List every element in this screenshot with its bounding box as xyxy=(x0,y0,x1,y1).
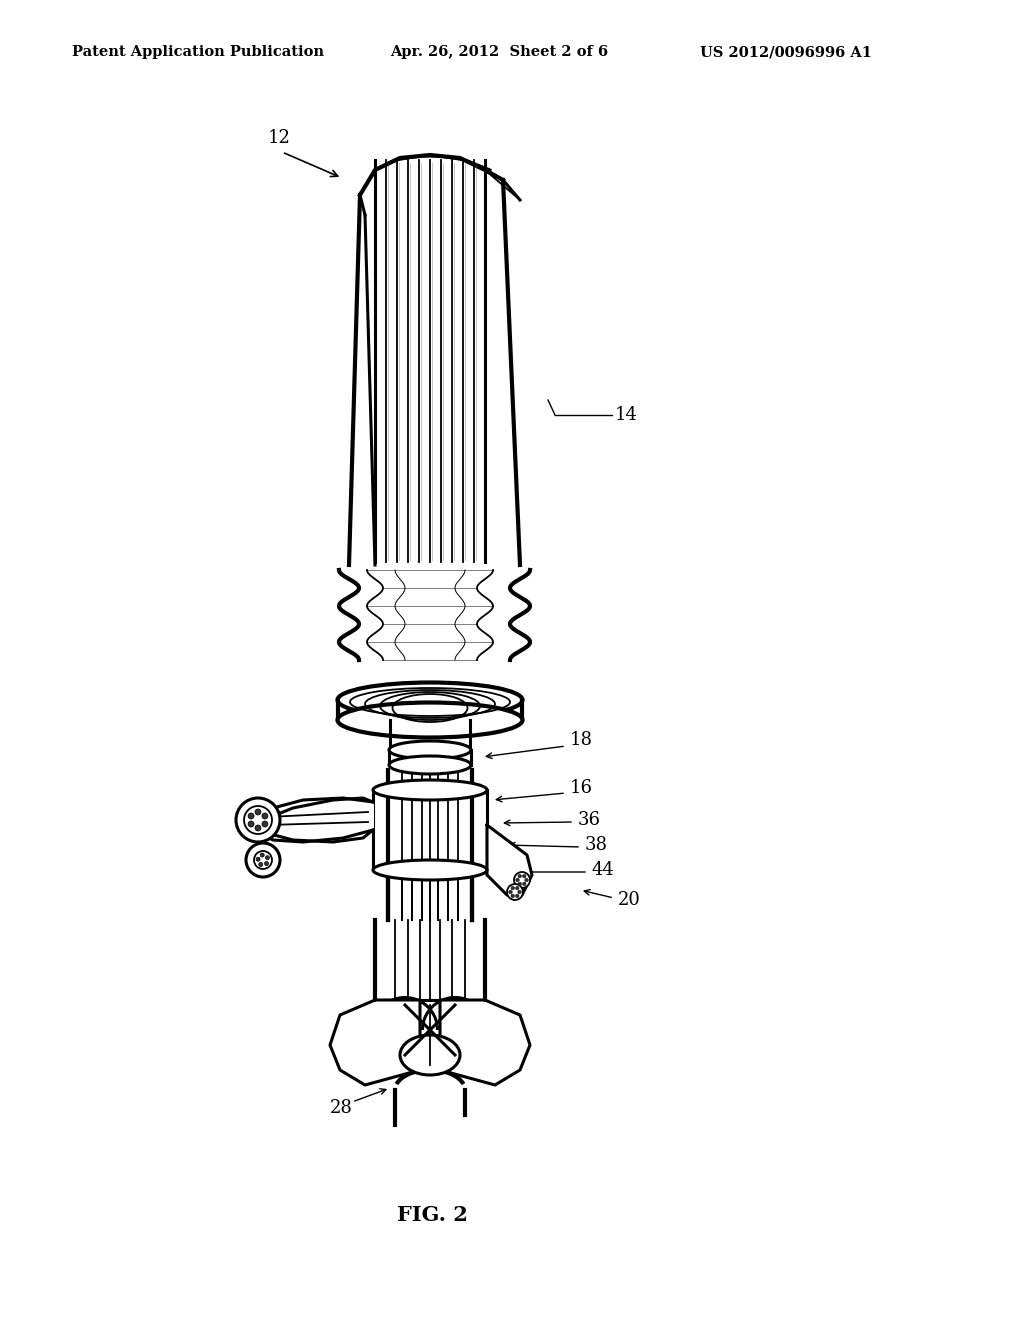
Circle shape xyxy=(518,874,521,878)
Circle shape xyxy=(507,884,523,900)
Circle shape xyxy=(514,873,530,888)
Circle shape xyxy=(248,813,254,818)
Text: US 2012/0096996 A1: US 2012/0096996 A1 xyxy=(700,45,872,59)
Text: 12: 12 xyxy=(268,129,291,147)
Circle shape xyxy=(246,843,280,876)
Circle shape xyxy=(260,853,264,857)
Circle shape xyxy=(259,862,263,866)
Circle shape xyxy=(522,882,526,886)
Ellipse shape xyxy=(373,861,487,880)
Circle shape xyxy=(236,799,280,842)
Ellipse shape xyxy=(389,741,471,759)
Circle shape xyxy=(262,821,268,828)
Text: 20: 20 xyxy=(618,891,641,909)
Polygon shape xyxy=(487,825,532,895)
Text: Apr. 26, 2012  Sheet 2 of 6: Apr. 26, 2012 Sheet 2 of 6 xyxy=(390,45,608,59)
Ellipse shape xyxy=(373,780,487,800)
Text: 14: 14 xyxy=(615,407,638,424)
Text: Patent Application Publication: Patent Application Publication xyxy=(72,45,324,59)
Circle shape xyxy=(254,851,272,869)
Text: 18: 18 xyxy=(570,731,593,748)
Circle shape xyxy=(511,886,514,890)
Circle shape xyxy=(518,882,521,886)
Text: 36: 36 xyxy=(578,810,601,829)
Circle shape xyxy=(511,894,514,898)
Text: FIG. 2: FIG. 2 xyxy=(396,1205,467,1225)
Polygon shape xyxy=(258,799,373,842)
Polygon shape xyxy=(440,1001,530,1085)
Circle shape xyxy=(255,825,261,832)
Circle shape xyxy=(516,878,519,882)
Text: 28: 28 xyxy=(330,1100,353,1117)
Ellipse shape xyxy=(400,1035,460,1074)
Text: 44: 44 xyxy=(592,861,614,879)
Circle shape xyxy=(255,809,261,814)
Circle shape xyxy=(256,857,260,861)
Circle shape xyxy=(244,807,272,834)
Text: 16: 16 xyxy=(570,779,593,797)
Circle shape xyxy=(509,890,512,894)
Text: 38: 38 xyxy=(585,836,608,854)
Ellipse shape xyxy=(338,682,522,718)
Circle shape xyxy=(264,862,268,866)
Circle shape xyxy=(515,886,519,890)
Circle shape xyxy=(515,894,519,898)
Circle shape xyxy=(522,874,526,878)
Circle shape xyxy=(524,878,528,882)
Circle shape xyxy=(262,813,268,818)
Ellipse shape xyxy=(389,756,471,774)
Ellipse shape xyxy=(338,702,522,738)
Polygon shape xyxy=(330,1001,420,1085)
Circle shape xyxy=(518,890,521,894)
Circle shape xyxy=(265,855,269,859)
Circle shape xyxy=(248,821,254,828)
